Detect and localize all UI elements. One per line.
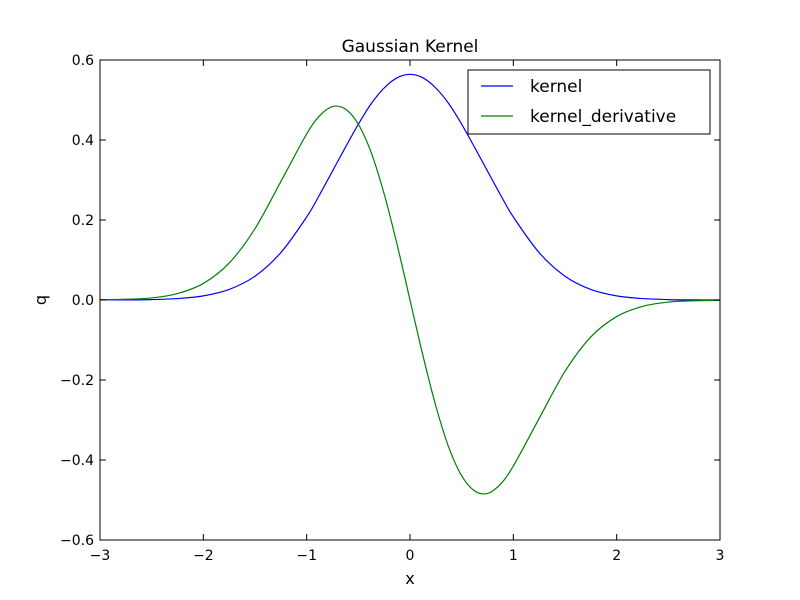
x-tick-label: −1 <box>296 548 317 564</box>
x-tick-label: −2 <box>193 548 214 564</box>
x-tick-label: 3 <box>716 548 725 564</box>
series-line-kernel-derivative <box>99 105 721 495</box>
x-tick-label: −3 <box>90 548 111 564</box>
x-tick-label: 1 <box>509 548 518 564</box>
y-axis-label: q <box>31 295 50 305</box>
legend-label-kernel-derivative: kernel_derivative <box>530 107 676 127</box>
y-tick-label: 0.4 <box>72 133 94 149</box>
x-axis-label: x <box>405 569 414 588</box>
x-tick-label: 2 <box>612 548 621 564</box>
series-layer <box>99 73 721 495</box>
x-tick-label: 0 <box>406 548 415 564</box>
legend-label-kernel: kernel <box>530 77 582 97</box>
ticks-layer: −3 −2 −1 0 1 2 3 −0.6 −0.4 −0.2 0.0 0.2 0.4 0.6 <box>60 53 724 564</box>
legend: kernel kernel_derivative <box>467 69 711 135</box>
plot-frame <box>99 59 721 541</box>
legend-frame <box>467 69 711 135</box>
y-tick-label: 0.0 <box>72 293 94 309</box>
chart-title: Gaussian Kernel <box>342 37 479 57</box>
y-tick-label: −0.6 <box>60 533 94 549</box>
y-tick-label: 0.6 <box>72 53 94 69</box>
y-tick-label: −0.4 <box>60 453 94 469</box>
y-tick-label: −0.2 <box>60 373 94 389</box>
y-tick-label: 0.2 <box>72 213 94 229</box>
series-line-kernel <box>99 73 721 301</box>
